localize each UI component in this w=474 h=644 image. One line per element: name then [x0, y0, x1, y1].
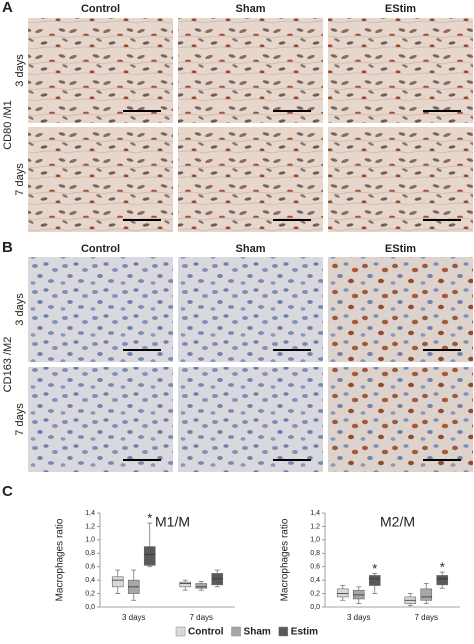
column-header: Control	[81, 3, 120, 15]
row-label: 3 days	[14, 54, 26, 87]
micrograph	[178, 257, 323, 362]
box	[336, 588, 349, 598]
micrograph	[28, 18, 173, 123]
panel-letter: B	[2, 239, 13, 256]
column-header: EStim	[385, 243, 416, 255]
y-tick-label: 0,6	[310, 564, 320, 571]
y-tick-label: 0,2	[310, 590, 320, 597]
marker-label: CD80 /M1	[2, 100, 14, 150]
box	[368, 575, 381, 586]
box	[420, 588, 433, 601]
legend-swatch	[231, 626, 241, 637]
y-tick-label: 0,0	[310, 604, 320, 611]
chart-title: M1/M	[155, 514, 190, 530]
micrograph	[28, 257, 173, 362]
micrograph	[178, 18, 323, 123]
y-tick-label: 1,2	[85, 523, 95, 530]
significance-mark: *	[147, 511, 152, 526]
box	[111, 576, 124, 588]
significance-mark: *	[372, 561, 377, 576]
y-tick-label: 0,4	[310, 577, 320, 584]
marker-label: CD163 /M2	[2, 337, 14, 393]
micrograph	[178, 127, 323, 232]
legend-label: Sham	[244, 627, 271, 638]
legend-swatch	[278, 626, 289, 637]
panel-letter: C	[2, 483, 13, 500]
legend-label: Control	[188, 627, 224, 638]
y-tick-label: 0,2	[85, 590, 95, 597]
row-label: 7 days	[14, 163, 26, 196]
x-tick-label: 7 days	[414, 613, 438, 622]
y-tick-label: 1,0	[310, 537, 320, 544]
micrograph	[328, 127, 473, 232]
micrograph	[328, 257, 473, 362]
column-header: Sham	[236, 243, 266, 255]
x-tick-label: 3 days	[122, 613, 146, 622]
micrograph	[178, 367, 323, 472]
y-tick-label: 0,6	[85, 564, 95, 571]
y-tick-label: 0,4	[85, 577, 95, 584]
y-tick-label: 1,2	[310, 523, 320, 530]
panel-letter: A	[2, 0, 13, 16]
micrograph	[28, 127, 173, 232]
x-tick-label: 3 days	[347, 613, 371, 622]
chart-title: M2/M	[380, 514, 415, 530]
significance-mark: *	[440, 560, 445, 575]
box	[179, 581, 192, 588]
micrograph	[328, 18, 473, 123]
y-tick-label: 0,0	[85, 604, 95, 611]
x-tick-label: 7 days	[189, 613, 213, 622]
legend-label: Estim	[291, 627, 318, 638]
y-tick-label: 0,8	[85, 550, 95, 557]
y-tick-label: 1,4	[310, 510, 320, 517]
column-header: Sham	[236, 3, 266, 15]
y-axis-label: Macrophages ratio	[55, 518, 66, 601]
micrograph	[328, 367, 473, 472]
column-header: Control	[81, 243, 120, 255]
y-tick-label: 0,8	[310, 550, 320, 557]
y-tick-label: 1,0	[85, 537, 95, 544]
box	[143, 546, 156, 566]
row-label: 7 days	[14, 403, 26, 436]
y-tick-label: 1,4	[85, 510, 95, 517]
box	[195, 583, 208, 589]
column-header: EStim	[385, 3, 416, 15]
legend-swatch	[175, 626, 186, 637]
y-axis-label: Macrophages ratio	[280, 518, 291, 601]
box	[436, 575, 449, 586]
row-label: 3 days	[14, 293, 26, 326]
micrograph	[28, 367, 173, 472]
